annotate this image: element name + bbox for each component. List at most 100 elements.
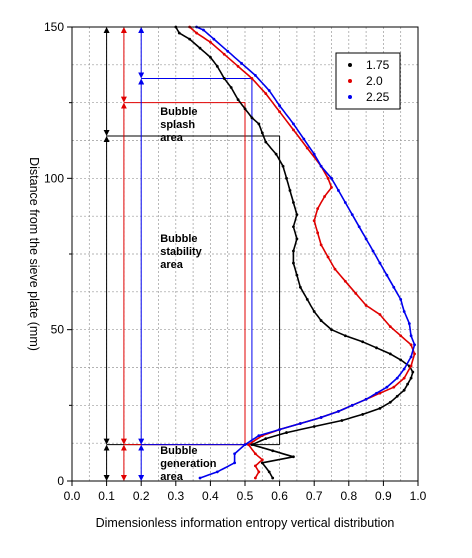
data-point-2-25 [385, 273, 389, 277]
data-point-2-0 [354, 291, 358, 295]
data-point-2-0 [388, 325, 392, 329]
data-point-2-0 [402, 376, 406, 380]
y-tick-label: 50 [51, 323, 65, 337]
annotation-stability: Bubble stability area [160, 233, 202, 271]
data-point-1-75 [292, 249, 295, 253]
data-point-1-75 [198, 46, 202, 50]
data-point-2-25 [267, 89, 271, 92]
x-tick-label: 0.2 [133, 489, 150, 503]
y-tick-label: 0 [57, 474, 64, 488]
data-point-2-25 [319, 416, 323, 419]
data-point-1-75 [222, 77, 226, 80]
data-point-1-75 [388, 400, 392, 404]
data-point-2-0 [330, 186, 333, 189]
data-point-2-25 [385, 385, 389, 389]
data-point-1-75 [305, 298, 309, 301]
legend-label-2-0: 2.0 [366, 74, 383, 88]
annotation-generation: Bubble generation area [160, 445, 217, 483]
data-point-1-75 [215, 64, 219, 68]
data-point-2-0 [253, 476, 257, 480]
data-point-1-75 [264, 140, 268, 144]
data-point-2-25 [409, 355, 413, 359]
data-point-2-0 [264, 92, 268, 95]
data-point-1-75 [361, 413, 365, 416]
annotation-splash: Bubble splash area [160, 106, 197, 144]
data-point-2-25 [253, 74, 257, 77]
data-point-2-0 [413, 352, 416, 356]
data-point-1-75 [295, 237, 299, 241]
data-point-2-25 [278, 104, 281, 108]
legend-box [335, 52, 401, 110]
data-point-2-25 [233, 461, 237, 465]
y-tick-label: 150 [44, 20, 64, 34]
data-point-2-0 [343, 279, 347, 283]
data-point-2-0 [253, 452, 257, 456]
y-axis-ticks: 0 50 100 150 [44, 20, 72, 488]
data-point-2-0 [292, 128, 295, 132]
data-point-2-25 [298, 422, 302, 425]
data-point-2-25 [240, 61, 243, 65]
data-point-1-75 [399, 358, 403, 362]
data-point-2-0 [409, 364, 413, 368]
region-annotations: Bubble splash area Bubble stability area Bubbl… [160, 106, 217, 483]
series-line-2-25 [196, 26, 416, 479]
data-point-2-0 [260, 458, 264, 462]
data-point-2-25 [402, 367, 406, 371]
data-point-2-0 [316, 207, 320, 211]
data-point-1-75 [229, 86, 233, 89]
data-point-2-25 [337, 189, 340, 192]
data-point-2-25 [330, 176, 333, 180]
data-point-2-25 [302, 137, 306, 141]
data-point-2-25 [392, 285, 396, 289]
data-point-2-0 [312, 219, 316, 223]
data-point-2-25 [337, 409, 340, 413]
data-point-2-25 [319, 164, 323, 168]
data-point-2-25 [364, 397, 368, 401]
data-point-2-25 [350, 213, 354, 217]
data-point-2-0 [247, 443, 250, 447]
data-point-1-75 [343, 334, 347, 338]
legend-marker-2-0 [348, 79, 352, 83]
data-point-2-25 [202, 28, 205, 32]
data-point-2-25 [312, 152, 316, 156]
data-point-2-0 [326, 176, 330, 180]
data-point-2-25 [215, 470, 219, 474]
x-tick-label: 0.3 [167, 489, 184, 503]
x-tick-label: 0.8 [340, 489, 357, 503]
data-point-1-75 [281, 164, 285, 168]
legend-label-1-75: 1.75 [366, 58, 390, 72]
data-point-1-75 [409, 376, 413, 380]
data-point-1-75 [312, 425, 316, 428]
data-point-1-75 [292, 225, 295, 229]
data-point-2-25 [257, 434, 261, 437]
data-point-2-25 [243, 443, 247, 447]
data-point-2-0 [250, 77, 254, 80]
data-point-1-75 [388, 352, 392, 356]
data-point-1-75 [340, 419, 344, 422]
data-point-2-25 [399, 298, 403, 301]
data-point-1-75 [292, 201, 295, 204]
data-point-1-75 [188, 37, 192, 41]
data-point-2-0 [236, 64, 240, 68]
data-point-1-75 [271, 449, 275, 453]
data-point-1-75 [298, 285, 302, 289]
series-group [174, 25, 416, 480]
data-point-1-75 [260, 461, 264, 465]
data-point-2-25 [375, 391, 378, 395]
x-tick-label: 0.6 [271, 489, 288, 503]
data-point-1-75 [295, 273, 299, 277]
data-point-1-75 [402, 388, 406, 392]
data-point-1-75 [285, 431, 288, 434]
x-tick-label: 0.0 [64, 489, 81, 503]
data-point-2-25 [402, 310, 406, 313]
series-line-1-75 [175, 26, 414, 479]
data-point-2-25 [350, 403, 354, 407]
data-point-2-25 [278, 428, 281, 431]
data-point-2-0 [333, 267, 337, 271]
legend-label-2-25: 2.25 [366, 90, 390, 104]
data-point-2-0 [209, 40, 212, 44]
data-point-2-25 [413, 343, 416, 347]
data-point-1-75 [292, 455, 295, 459]
data-point-2-0 [305, 146, 309, 150]
data-point-2-0 [319, 243, 323, 247]
